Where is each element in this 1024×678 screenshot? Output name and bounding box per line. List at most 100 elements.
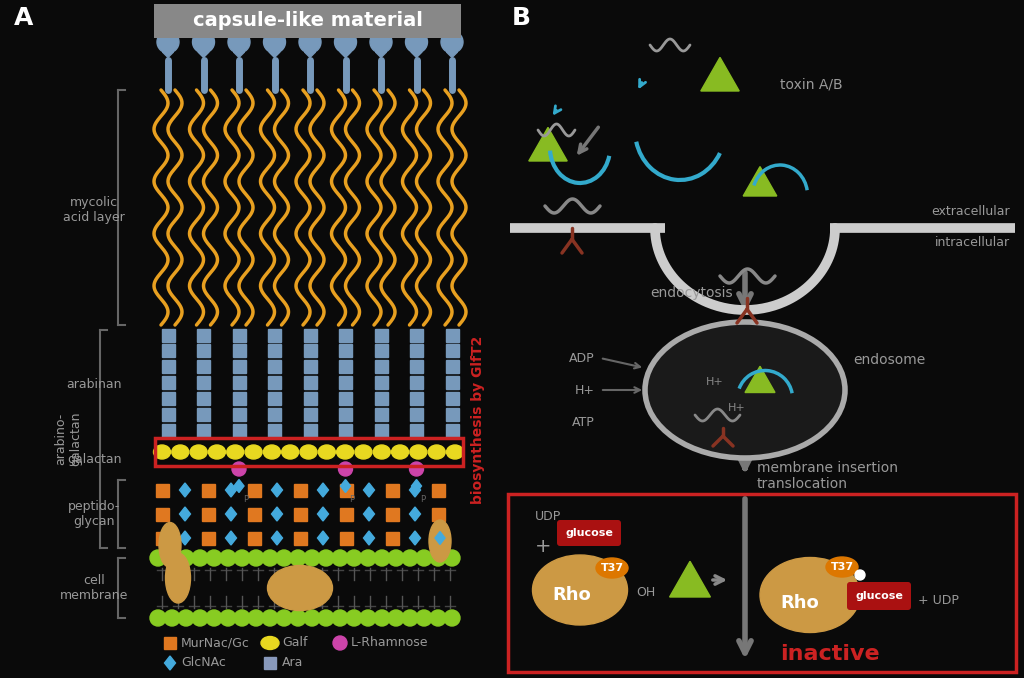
Circle shape <box>360 550 376 566</box>
Circle shape <box>234 550 250 566</box>
Ellipse shape <box>428 445 445 459</box>
Circle shape <box>178 550 194 566</box>
Ellipse shape <box>760 557 860 633</box>
Bar <box>197 376 210 389</box>
Circle shape <box>430 610 446 626</box>
Text: Rho: Rho <box>553 586 592 604</box>
Circle shape <box>388 550 404 566</box>
Text: galactan: galactan <box>67 454 121 466</box>
Text: glucose: glucose <box>855 591 903 601</box>
Bar <box>431 532 444 544</box>
Text: intracellular: intracellular <box>935 236 1010 249</box>
Circle shape <box>388 610 404 626</box>
Bar <box>445 407 459 420</box>
Bar <box>197 360 210 373</box>
Text: translocation: translocation <box>757 477 848 491</box>
Circle shape <box>304 550 319 566</box>
Circle shape <box>290 610 306 626</box>
Polygon shape <box>269 47 280 58</box>
Circle shape <box>157 31 179 53</box>
Bar <box>445 344 459 357</box>
Circle shape <box>318 550 334 566</box>
Bar <box>268 407 281 420</box>
Polygon shape <box>234 479 244 492</box>
Bar <box>197 329 210 342</box>
Bar <box>264 657 276 669</box>
Bar <box>232 329 246 342</box>
Polygon shape <box>225 483 237 497</box>
Text: T37: T37 <box>830 562 854 572</box>
Ellipse shape <box>172 445 188 459</box>
Circle shape <box>206 610 222 626</box>
Bar <box>375 329 387 342</box>
Bar <box>268 424 281 437</box>
Bar <box>202 483 214 496</box>
Text: Rho: Rho <box>780 594 819 612</box>
Text: endosome: endosome <box>853 353 926 367</box>
Bar <box>303 407 316 420</box>
Text: arabinan: arabinan <box>67 378 122 391</box>
Circle shape <box>855 570 865 580</box>
Circle shape <box>248 550 264 566</box>
Text: biosynthesis by GlfT2: biosynthesis by GlfT2 <box>471 336 485 504</box>
Bar <box>340 508 352 521</box>
Bar <box>162 407 174 420</box>
Polygon shape <box>364 483 375 497</box>
Text: H+: H+ <box>728 403 745 413</box>
Bar <box>232 424 246 437</box>
Polygon shape <box>179 507 190 521</box>
Bar <box>339 329 352 342</box>
FancyBboxPatch shape <box>847 582 911 610</box>
Polygon shape <box>700 58 739 91</box>
Ellipse shape <box>300 445 317 459</box>
Text: ATP: ATP <box>572 416 595 428</box>
Circle shape <box>299 31 321 53</box>
Circle shape <box>304 610 319 626</box>
Ellipse shape <box>645 322 845 458</box>
Bar <box>162 344 174 357</box>
Bar <box>339 424 352 437</box>
Polygon shape <box>165 656 175 670</box>
Bar <box>164 637 176 649</box>
Text: Galf: Galf <box>282 637 307 650</box>
Polygon shape <box>225 531 237 545</box>
Bar <box>339 344 352 357</box>
Polygon shape <box>743 167 777 196</box>
Ellipse shape <box>261 637 279 650</box>
Bar <box>431 483 444 496</box>
Circle shape <box>263 31 286 53</box>
Bar <box>294 508 306 521</box>
Circle shape <box>402 550 418 566</box>
Text: GlcNAc: GlcNAc <box>181 656 226 669</box>
Circle shape <box>339 462 352 476</box>
Bar <box>156 508 169 521</box>
Circle shape <box>374 610 390 626</box>
Bar <box>294 532 306 544</box>
Polygon shape <box>411 47 422 58</box>
Polygon shape <box>233 47 245 58</box>
Circle shape <box>370 31 392 53</box>
Circle shape <box>206 550 222 566</box>
Circle shape <box>276 610 292 626</box>
Bar <box>232 344 246 357</box>
Bar <box>410 392 423 405</box>
Bar <box>248 508 260 521</box>
Text: Ara: Ara <box>282 656 303 669</box>
Text: H+: H+ <box>707 377 724 387</box>
Circle shape <box>164 610 180 626</box>
Bar <box>232 392 246 405</box>
Ellipse shape <box>337 445 353 459</box>
Text: T37: T37 <box>600 563 624 573</box>
Polygon shape <box>341 479 350 492</box>
Text: inactive: inactive <box>780 644 880 664</box>
Bar <box>445 392 459 405</box>
Bar <box>156 483 169 496</box>
Bar <box>339 360 352 373</box>
Circle shape <box>193 550 208 566</box>
Polygon shape <box>163 47 173 58</box>
Circle shape <box>444 550 460 566</box>
Bar <box>162 424 174 437</box>
Bar <box>303 329 316 342</box>
Bar <box>197 344 210 357</box>
Circle shape <box>360 610 376 626</box>
